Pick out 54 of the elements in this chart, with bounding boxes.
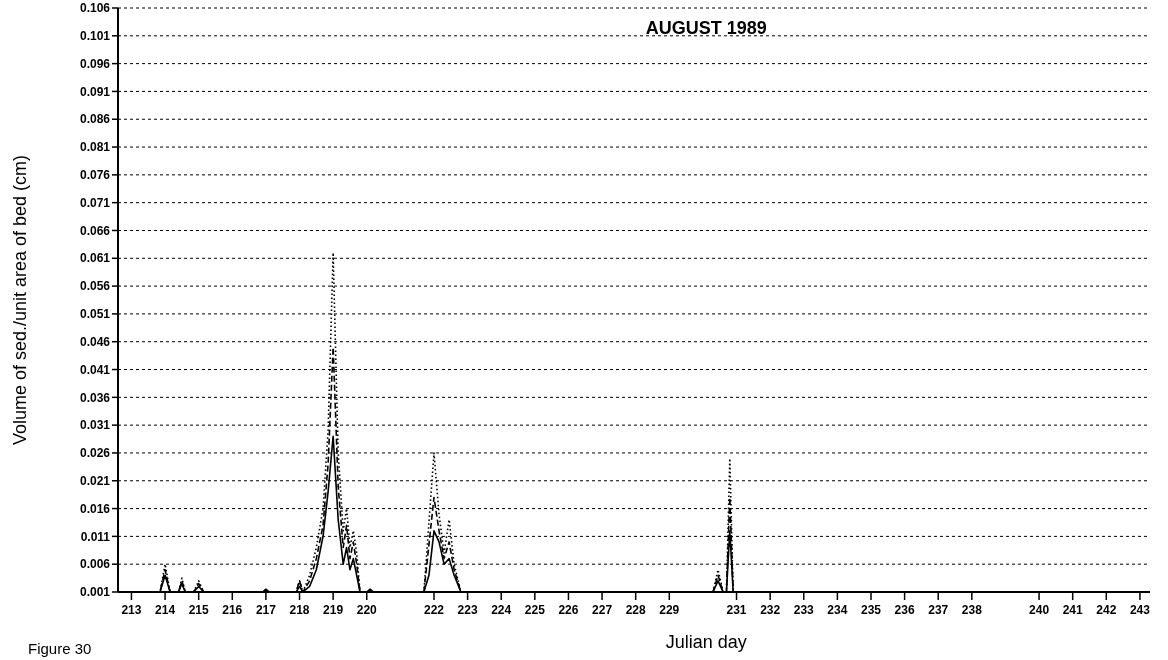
y-tick-label: 0.101 (79, 29, 111, 44)
x-tick-label: 227 (592, 603, 613, 617)
x-tick-label: 215 (188, 603, 210, 617)
y-tick-label: 0.091 (79, 84, 111, 99)
x-tick-label: 213 (121, 603, 142, 617)
y-tick-label: 0.021 (79, 473, 111, 488)
x-tick-label: 229 (659, 603, 680, 617)
y-tick-label: 0.061 (79, 251, 111, 266)
x-tick-label: 220 (356, 603, 378, 617)
x-tick-label: 219 (323, 603, 344, 617)
x-tick-label: 217 (255, 603, 277, 617)
x-tick-label: 241 (1062, 603, 1084, 617)
y-tick-label: 0.006 (79, 557, 111, 572)
y-axis-title: Volume of sed./unit area of bed (cm) (10, 154, 30, 446)
x-axis-title: Julian day (665, 632, 747, 652)
x-tick-label: 225 (524, 603, 546, 617)
x-tick-label: 242 (1096, 603, 1117, 617)
x-tick-label: 226 (558, 603, 579, 617)
y-tick-label: 0.086 (79, 112, 111, 127)
x-tick-label: 231 (726, 603, 747, 617)
y-tick-label: 0.046 (79, 334, 111, 349)
x-tick-label: 218 (289, 603, 310, 617)
y-tick-label: 0.026 (79, 446, 111, 461)
x-tick-label: 228 (625, 603, 647, 617)
y-tick-label: 0.041 (79, 362, 111, 377)
x-tick-label: 237 (928, 603, 949, 617)
y-tick-label: 0.076 (79, 168, 111, 183)
y-tick-label: 0.096 (79, 56, 111, 71)
x-tick-label: 234 (827, 603, 848, 617)
x-tick-label: 216 (222, 603, 243, 617)
x-tick-label: 240 (1029, 603, 1050, 617)
y-tick-label: 0.016 (79, 501, 111, 516)
y-tick-label: 0.106 (79, 1, 111, 16)
y-tick-label: 0.056 (79, 279, 111, 294)
x-tick-label: 238 (961, 603, 983, 617)
x-tick-label: 232 (760, 603, 781, 617)
y-tick-label: 0.081 (79, 140, 111, 155)
x-tick-label: 233 (793, 603, 815, 617)
x-tick-label: 235 (860, 603, 882, 617)
y-tick-label: 0.071 (79, 195, 111, 210)
y-tick-label: 0.051 (79, 307, 111, 322)
text: AUGUST 1989 (645, 18, 767, 38)
x-tick-label: 236 (894, 603, 915, 617)
x-tick-label: 223 (457, 603, 478, 617)
x-tick-label: 243 (1129, 603, 1151, 617)
y-tick-label: 0.036 (79, 390, 111, 405)
caption: Figure 30 (28, 640, 92, 657)
y-tick-label: 0.031 (79, 418, 111, 433)
y-tick-label: 0.011 (80, 529, 111, 544)
y-tick-label: 0.001 (79, 585, 111, 600)
x-tick-label: 222 (423, 603, 445, 617)
x-tick-label: 224 (491, 603, 512, 617)
y-tick-label: 0.066 (79, 223, 111, 238)
x-tick-label: 214 (155, 603, 176, 617)
